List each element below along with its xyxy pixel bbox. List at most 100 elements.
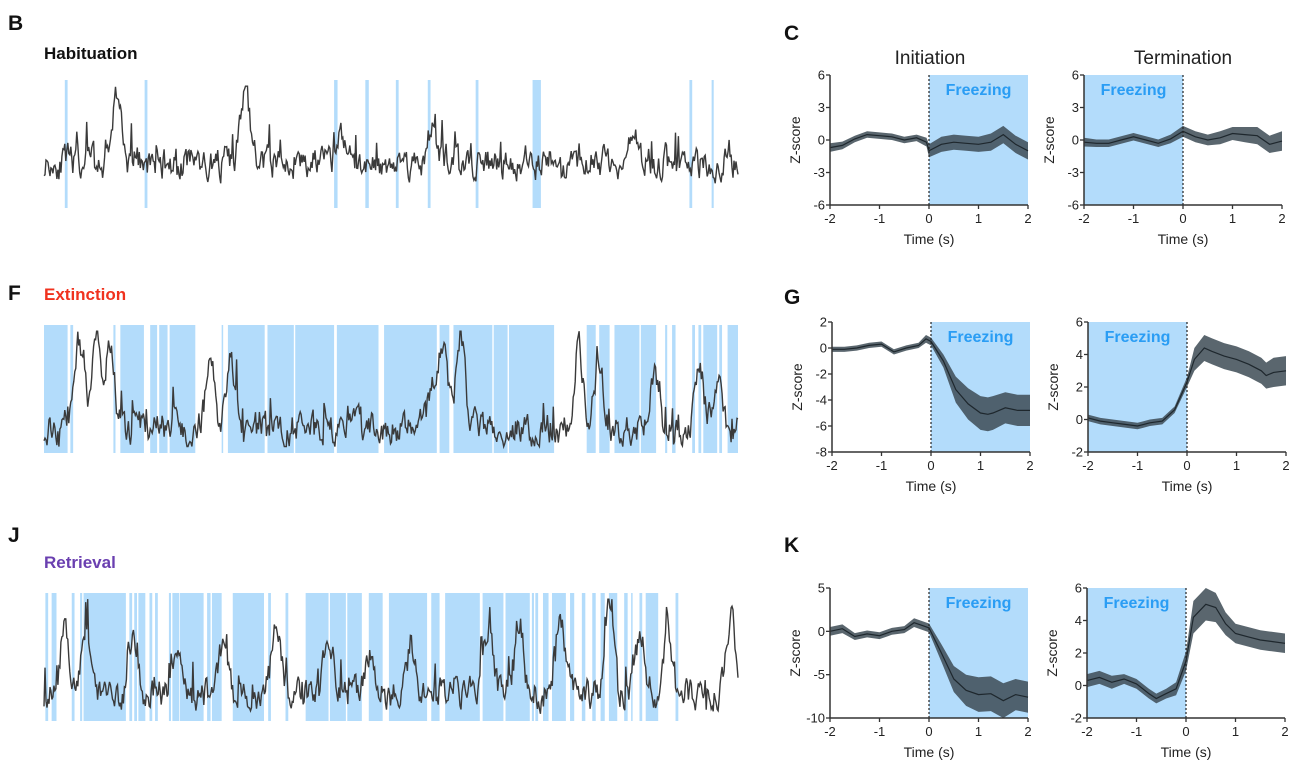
freezing-region <box>931 322 1030 452</box>
freezing-epoch <box>329 593 346 721</box>
sem-band <box>832 335 1030 432</box>
y-tick-label: 2 <box>1075 646 1082 661</box>
trace-panels <box>43 80 739 721</box>
freezing-region <box>1088 322 1187 452</box>
freezing-epoch <box>531 593 534 721</box>
y-tick-label: 0 <box>1076 412 1083 427</box>
x-axis-label: Time (s) <box>904 231 955 247</box>
freezing-epoch <box>138 593 146 721</box>
freezing-epoch <box>144 80 148 208</box>
freezing-epoch <box>508 325 555 453</box>
photometry-trace <box>43 598 739 714</box>
freezing-epoch <box>600 593 605 721</box>
freezing-epoch <box>113 325 116 453</box>
y-tick-label: 6 <box>1075 581 1082 596</box>
x-tick-label: 0 <box>1183 458 1190 473</box>
freezing-epoch <box>70 325 74 453</box>
x-tick-label: 0 <box>1179 211 1186 226</box>
freezing-epoch <box>71 593 75 721</box>
y-axis-label: Z-score <box>787 116 803 164</box>
peth-retrieval-termination: Freezing -2 0 2 4 6 -2 -1 0 1 2 Time (s) Z-score <box>1044 581 1289 761</box>
x-tick-label: 0 <box>925 724 932 739</box>
column-title-initiation: Initiation <box>895 48 966 69</box>
row-title-extinction: Extinction <box>44 285 126 304</box>
freezing-label: Freezing <box>1105 329 1171 346</box>
freezing-label: Freezing <box>946 595 1012 612</box>
x-tick-label: -2 <box>1078 211 1090 226</box>
sem-band <box>830 618 1028 718</box>
x-tick-label: -1 <box>1132 458 1144 473</box>
row-title-habituation: Habituation <box>44 44 138 63</box>
freezing-epoch <box>645 593 659 721</box>
y-axis-label: Z-score <box>1044 629 1060 677</box>
freezing-epoch <box>347 593 362 721</box>
panel-letter-f: F <box>8 282 21 305</box>
x-tick-label: 0 <box>925 211 932 226</box>
sem-band <box>1084 125 1282 153</box>
freezing-epoch <box>45 593 49 721</box>
panel-letter-j: J <box>8 524 20 547</box>
y-tick-label: -2 <box>815 367 827 382</box>
mean-line <box>832 338 1030 415</box>
freezing-epoch <box>334 80 338 208</box>
freezing-epoch <box>592 593 596 721</box>
x-tick-label: 1 <box>975 724 982 739</box>
freezing-label: Freezing <box>946 82 1012 99</box>
freezing-epoch <box>624 593 628 721</box>
freezing-epoch <box>439 325 450 453</box>
freezing-epoch <box>482 593 504 721</box>
x-tick-label: -1 <box>876 458 888 473</box>
x-axis-label: Time (s) <box>904 744 955 760</box>
x-tick-label: -1 <box>874 724 886 739</box>
x-tick-label: 2 <box>1024 211 1031 226</box>
peth-habituation-termination: Freezing -6 -3 0 3 6 -2 -1 0 1 2 Time (s) Z-score <box>1041 68 1286 248</box>
freezing-epoch <box>675 593 679 721</box>
x-tick-label: 1 <box>1229 211 1236 226</box>
panel-letter-g: G <box>784 286 800 309</box>
y-tick-label: 6 <box>818 68 825 83</box>
freezing-epoch <box>608 593 618 721</box>
x-tick-label: 1 <box>975 211 982 226</box>
freezing-epoch <box>172 593 180 721</box>
freezing-epoch <box>336 325 379 453</box>
freezing-epoch <box>227 325 265 453</box>
freezing-epoch <box>698 325 702 453</box>
y-tick-label: -6 <box>813 198 825 213</box>
y-tick-label: -5 <box>813 667 825 682</box>
y-tick-label: -8 <box>815 445 827 460</box>
freezing-epoch <box>368 593 383 721</box>
y-tick-label: 0 <box>820 341 827 356</box>
x-tick-label: 2 <box>1024 724 1031 739</box>
y-axis-label: Z-score <box>789 363 805 411</box>
trace-habituation <box>43 80 739 208</box>
photometry-trace <box>43 85 739 184</box>
trace-retrieval <box>43 593 739 721</box>
y-tick-label: 3 <box>1072 100 1079 115</box>
freezing-epoch <box>51 593 57 721</box>
freezing-epoch <box>570 593 575 721</box>
y-tick-label: -4 <box>815 393 827 408</box>
row-title-retrieval: Retrieval <box>44 553 116 572</box>
mean-line <box>829 622 1029 702</box>
panel-letter-b: B <box>8 12 23 35</box>
freezing-label: Freezing <box>1104 595 1170 612</box>
x-tick-label: -2 <box>824 211 836 226</box>
freezing-epoch <box>505 593 530 721</box>
y-tick-label: 0 <box>818 133 825 148</box>
freezing-epoch <box>285 593 289 721</box>
x-tick-label: -1 <box>1131 724 1143 739</box>
freezing-epoch <box>207 593 211 721</box>
x-tick-label: 2 <box>1026 458 1033 473</box>
mean-line <box>829 133 1029 152</box>
freezing-epoch <box>64 80 68 208</box>
x-tick-label: 2 <box>1278 211 1285 226</box>
freezing-epoch <box>221 325 224 453</box>
x-tick-label: -2 <box>824 724 836 739</box>
freezing-epoch <box>672 325 676 453</box>
x-axis-label: Time (s) <box>906 478 957 494</box>
freezing-epoch <box>542 593 549 721</box>
x-tick-label: 1 <box>1232 724 1239 739</box>
